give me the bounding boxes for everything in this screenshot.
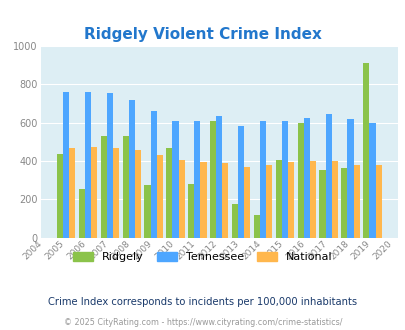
Bar — [275, 159, 281, 238]
Bar — [309, 161, 315, 238]
Bar — [347, 119, 353, 238]
Bar — [172, 121, 178, 238]
Bar — [222, 163, 228, 238]
Bar — [85, 92, 91, 238]
Bar — [243, 167, 250, 238]
Bar — [209, 121, 215, 238]
Bar — [362, 63, 369, 238]
Bar — [237, 126, 243, 238]
Bar — [150, 111, 156, 238]
Bar — [297, 123, 303, 238]
Text: © 2025 CityRating.com - https://www.cityrating.com/crime-statistics/: © 2025 CityRating.com - https://www.city… — [64, 318, 341, 327]
Bar — [341, 168, 347, 238]
Bar — [69, 148, 75, 238]
Bar — [325, 114, 331, 238]
Bar — [57, 154, 63, 238]
Bar — [178, 159, 184, 238]
Bar — [107, 93, 113, 238]
Bar — [303, 118, 309, 238]
Bar — [144, 185, 150, 238]
Bar — [134, 150, 141, 238]
Bar — [281, 121, 287, 238]
Bar — [100, 136, 107, 238]
Bar — [353, 165, 359, 238]
Bar — [265, 165, 271, 238]
Bar — [287, 162, 293, 238]
Text: Ridgely Violent Crime Index: Ridgely Violent Crime Index — [84, 27, 321, 42]
Bar — [375, 165, 381, 238]
Bar — [166, 148, 172, 238]
Bar — [331, 161, 337, 238]
Bar — [319, 170, 325, 238]
Bar — [253, 214, 259, 238]
Bar — [369, 123, 375, 238]
Bar — [194, 121, 200, 238]
Text: Crime Index corresponds to incidents per 100,000 inhabitants: Crime Index corresponds to incidents per… — [48, 297, 357, 307]
Bar — [91, 147, 97, 238]
Bar — [113, 148, 119, 238]
Bar — [79, 189, 85, 238]
Bar — [122, 136, 128, 238]
Bar — [63, 92, 69, 238]
Legend: Ridgely, Tennessee, National: Ridgely, Tennessee, National — [68, 248, 337, 267]
Bar — [259, 121, 265, 238]
Bar — [215, 116, 222, 238]
Bar — [231, 204, 237, 238]
Bar — [200, 162, 206, 238]
Bar — [156, 155, 162, 238]
Bar — [188, 184, 194, 238]
Bar — [128, 100, 134, 238]
